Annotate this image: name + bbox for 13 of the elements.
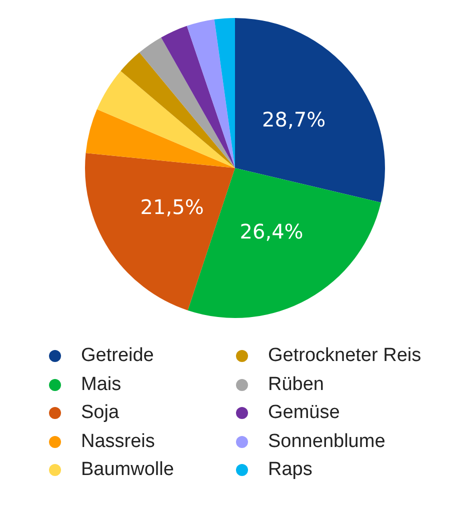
legend-label: Mais (81, 374, 122, 396)
legend-label: Raps (268, 459, 312, 482)
legend-label: Getreide (81, 345, 154, 368)
data-label: 21,5% (140, 194, 204, 219)
legend-label: Nassreis (81, 430, 155, 453)
legend-label: Baumwolle (81, 459, 174, 482)
legend-label: Soja (81, 402, 120, 424)
data-label: 28,7% (262, 108, 326, 132)
legend-label: Gemüse (268, 402, 340, 424)
legend-label: Rüben (268, 374, 324, 396)
legend-label: Getrockneter Reis (268, 345, 422, 368)
data-label: 26,4% (240, 220, 304, 244)
legend-label: Sonnenblume (268, 430, 386, 453)
